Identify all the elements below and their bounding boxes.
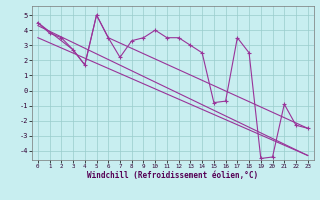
X-axis label: Windchill (Refroidissement éolien,°C): Windchill (Refroidissement éolien,°C) [87, 171, 258, 180]
